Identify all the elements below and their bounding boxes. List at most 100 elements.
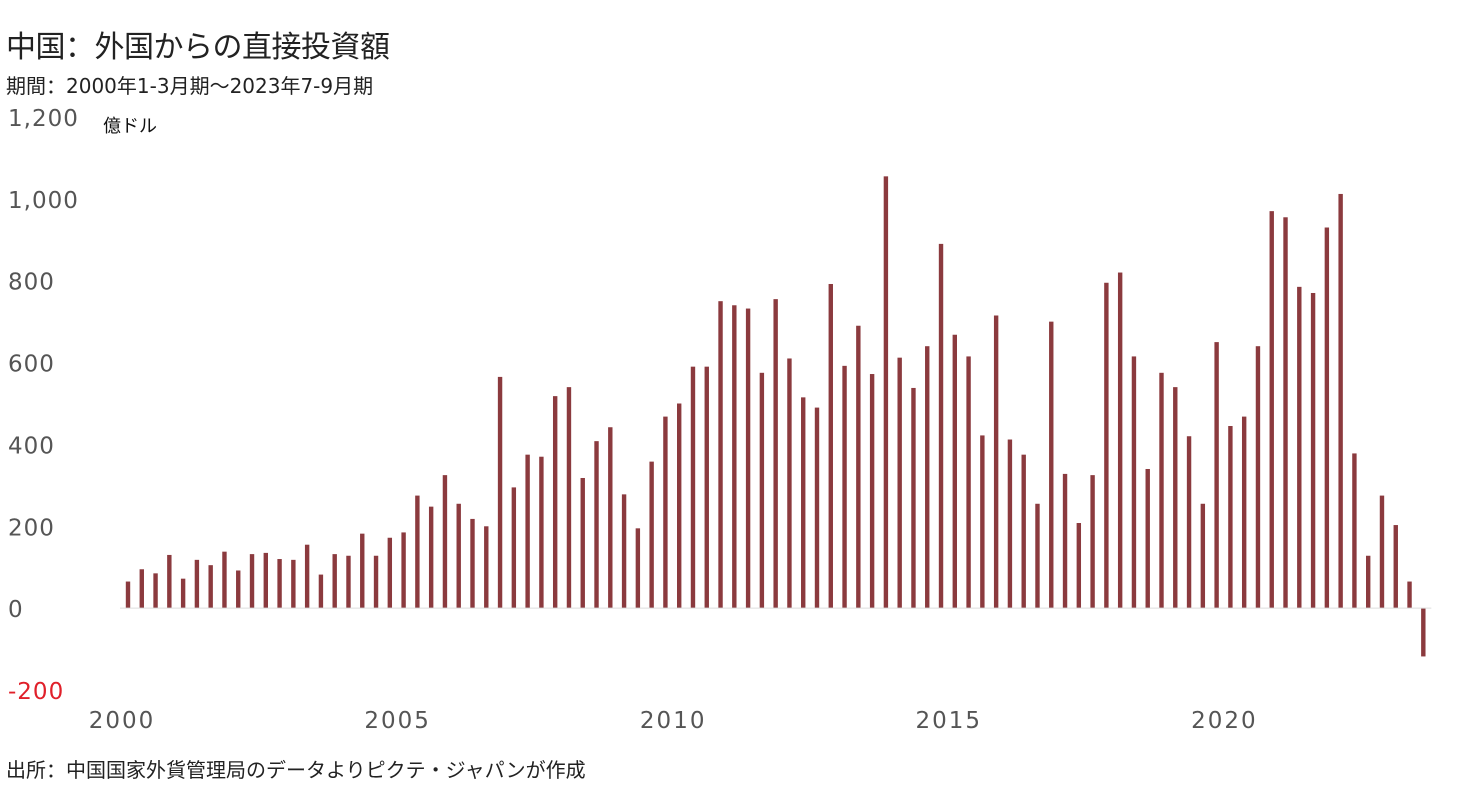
- bar: [787, 358, 792, 609]
- y-tick-label: 0: [8, 597, 24, 623]
- bar: [1241, 416, 1247, 609]
- bar: [925, 346, 930, 609]
- bar: [484, 526, 489, 609]
- bar: [387, 537, 393, 609]
- chart-title: 中国：外国からの直接投資額: [6, 30, 390, 65]
- bar: [1393, 525, 1398, 609]
- y-tick-label: 200: [8, 515, 55, 541]
- bar: [801, 397, 806, 609]
- bar: [304, 544, 310, 609]
- bar: [332, 554, 337, 609]
- bar: [938, 243, 944, 609]
- bar: [373, 555, 379, 609]
- bar: [1255, 346, 1261, 609]
- y-tick-label: 1,200: [8, 106, 79, 132]
- bar: [1324, 227, 1330, 609]
- bar: [1049, 321, 1054, 609]
- bar: [552, 396, 558, 609]
- bar: [1145, 468, 1150, 609]
- bar: [952, 334, 957, 609]
- bar: [525, 454, 530, 609]
- bar: [1035, 503, 1040, 609]
- bar: [759, 372, 765, 609]
- bar: [1090, 475, 1095, 609]
- bar: [621, 494, 627, 609]
- bar: [1352, 453, 1357, 609]
- bar: [704, 366, 709, 609]
- bar: [456, 503, 461, 609]
- y-tick-label: 1,000: [8, 188, 79, 214]
- bar: [1338, 193, 1343, 609]
- bar: [139, 569, 144, 609]
- bar: [718, 301, 723, 609]
- bar: [1159, 372, 1164, 609]
- y-axis-unit-label: 億ドル: [103, 116, 157, 137]
- bar: [635, 528, 641, 609]
- bar: [222, 551, 227, 609]
- bar: [1186, 436, 1192, 609]
- y-tick-label: -200: [8, 679, 64, 705]
- bars: [125, 176, 1426, 657]
- bar: [897, 357, 902, 609]
- y-tick-label: 600: [8, 352, 55, 378]
- bar: [1062, 473, 1068, 609]
- bar: [415, 495, 420, 609]
- bar: [539, 456, 544, 609]
- bar: [1283, 217, 1288, 609]
- bar: [511, 487, 517, 609]
- bar: [649, 461, 654, 609]
- bar: [980, 435, 985, 609]
- bar: [745, 308, 751, 609]
- bar: [993, 315, 999, 609]
- bar: [263, 552, 268, 609]
- y-tick-label: 800: [8, 270, 55, 296]
- bar: [663, 416, 668, 609]
- bar: [1021, 454, 1026, 609]
- bar: [690, 366, 696, 609]
- bar: [966, 356, 971, 609]
- bar: [842, 365, 847, 609]
- bar: [1007, 439, 1013, 609]
- bar: [1228, 426, 1233, 609]
- bar: [236, 570, 241, 609]
- bar: [153, 573, 158, 609]
- bar: [911, 387, 916, 609]
- chart-subtitle: 期間：2000年1-3月期～2023年7-9月期: [6, 74, 374, 98]
- x-tick-label: 2015: [916, 708, 983, 734]
- bar: [1310, 292, 1316, 609]
- bar: [1131, 356, 1137, 609]
- bar: [346, 555, 351, 609]
- x-tick-label: 2000: [89, 708, 156, 734]
- x-tick-label: 2010: [640, 708, 707, 734]
- bar: [167, 554, 172, 609]
- bar: [208, 565, 213, 609]
- bar: [869, 374, 875, 609]
- bar: [814, 407, 820, 609]
- bar: [677, 403, 682, 609]
- bar: [360, 533, 365, 609]
- bar: [291, 559, 296, 609]
- bar: [1104, 282, 1109, 609]
- bar: [1407, 581, 1412, 609]
- bar: [1117, 272, 1123, 609]
- bar: [1269, 211, 1274, 609]
- bar: [594, 441, 599, 609]
- bar: [608, 427, 613, 609]
- bar: [180, 578, 186, 609]
- bar: [883, 176, 889, 609]
- bar: [318, 574, 324, 609]
- bar: [442, 475, 448, 609]
- bar: [732, 305, 737, 609]
- bar: [1200, 503, 1206, 609]
- source-note: 出所：中国国家外貨管理局のデータよりピクテ・ジャパンが作成: [6, 758, 586, 782]
- bar: [249, 554, 255, 609]
- bar: [1421, 608, 1426, 657]
- x-axis-ticks: 2000 2005 2010 2015 2020: [89, 708, 1256, 734]
- bar: [1173, 387, 1178, 609]
- bar: [773, 299, 778, 609]
- bar: [1076, 523, 1082, 609]
- bar: [1297, 286, 1302, 609]
- x-tick-label: 2005: [364, 708, 431, 734]
- bar: [125, 581, 131, 609]
